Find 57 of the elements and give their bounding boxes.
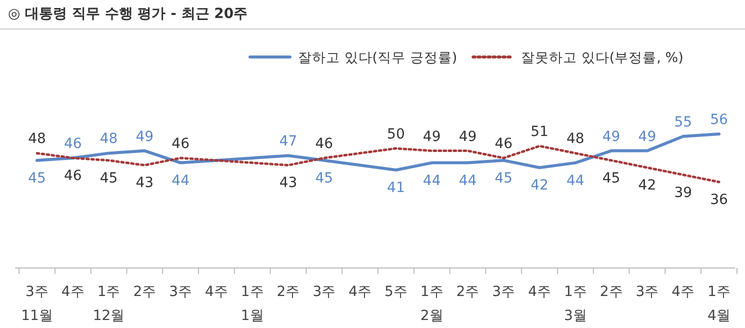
x-tick-label: 2주: [600, 284, 623, 300]
data-label: 46: [315, 136, 334, 152]
x-tick-label: 2주: [133, 284, 156, 300]
data-label: 49: [422, 128, 441, 145]
x-tick-label: 4주: [672, 284, 695, 300]
data-label: 43: [279, 175, 298, 192]
data-label: 51: [530, 124, 548, 140]
data-label: 48: [566, 131, 584, 148]
data-label: 49: [136, 128, 154, 145]
x-tick-label: 3주: [492, 284, 516, 300]
x-tick-label: 2주: [276, 284, 300, 300]
x-tick-label: 1주 1월: [240, 284, 264, 324]
legend-label: 잘하고 있다(직무 긍정률): [298, 50, 458, 66]
x-tick-label: 1주 3월: [564, 284, 587, 324]
data-label: 56: [710, 112, 728, 128]
data-label: 45: [315, 170, 334, 186]
data-label: 45: [100, 170, 118, 186]
data-label: 44: [172, 172, 190, 189]
data-label: 49: [458, 128, 477, 145]
x-tick-label: 5주: [384, 284, 408, 300]
data-label: 50: [387, 126, 405, 142]
data-label: 46: [64, 168, 82, 184]
x-tick-label: 4주: [528, 284, 551, 300]
data-label: 47: [279, 134, 298, 150]
data-label: 46: [64, 136, 82, 152]
x-tick-label: 4주: [348, 284, 372, 300]
data-label: 42: [530, 178, 548, 194]
x-tick-label: 3주: [636, 284, 659, 300]
x-tick-label: 3주: [312, 284, 336, 300]
data-label: 55: [674, 114, 692, 130]
data-label: 44: [422, 172, 441, 189]
data-label: 45: [494, 170, 513, 186]
data-label: 49: [602, 128, 620, 145]
x-tick-label: 1주 2월: [420, 284, 444, 324]
x-tick-label: 4주: [61, 284, 84, 300]
x-tick-label: 1주 12월: [92, 284, 125, 324]
legend-label: 잘못하고 있다(부정률, %): [521, 50, 684, 66]
x-tick-label: 3주: [169, 284, 192, 300]
data-label: 44: [458, 172, 477, 189]
x-tick-label: 1주 4월: [708, 284, 730, 324]
data-label: 48: [100, 131, 118, 148]
data-label: 42: [638, 178, 656, 194]
data-label: 44: [566, 172, 584, 189]
data-label: 39: [674, 184, 692, 201]
data-label: 45: [28, 170, 46, 186]
x-tick-label: 4주: [205, 284, 228, 300]
x-tick-label: 2주: [456, 284, 480, 300]
data-label: 46: [172, 136, 190, 152]
data-label: 46: [494, 136, 513, 152]
data-label: 36: [710, 192, 728, 208]
chart-title: ◎ 대통령 직무 수행 평가 - 최근 20주: [8, 6, 248, 22]
data-label: 49: [638, 128, 656, 145]
x-tick-label: 3주 11월: [21, 284, 53, 324]
data-label: 41: [387, 180, 405, 196]
data-label: 43: [136, 175, 154, 192]
data-label: 48: [28, 131, 46, 148]
data-label: 45: [602, 170, 620, 186]
